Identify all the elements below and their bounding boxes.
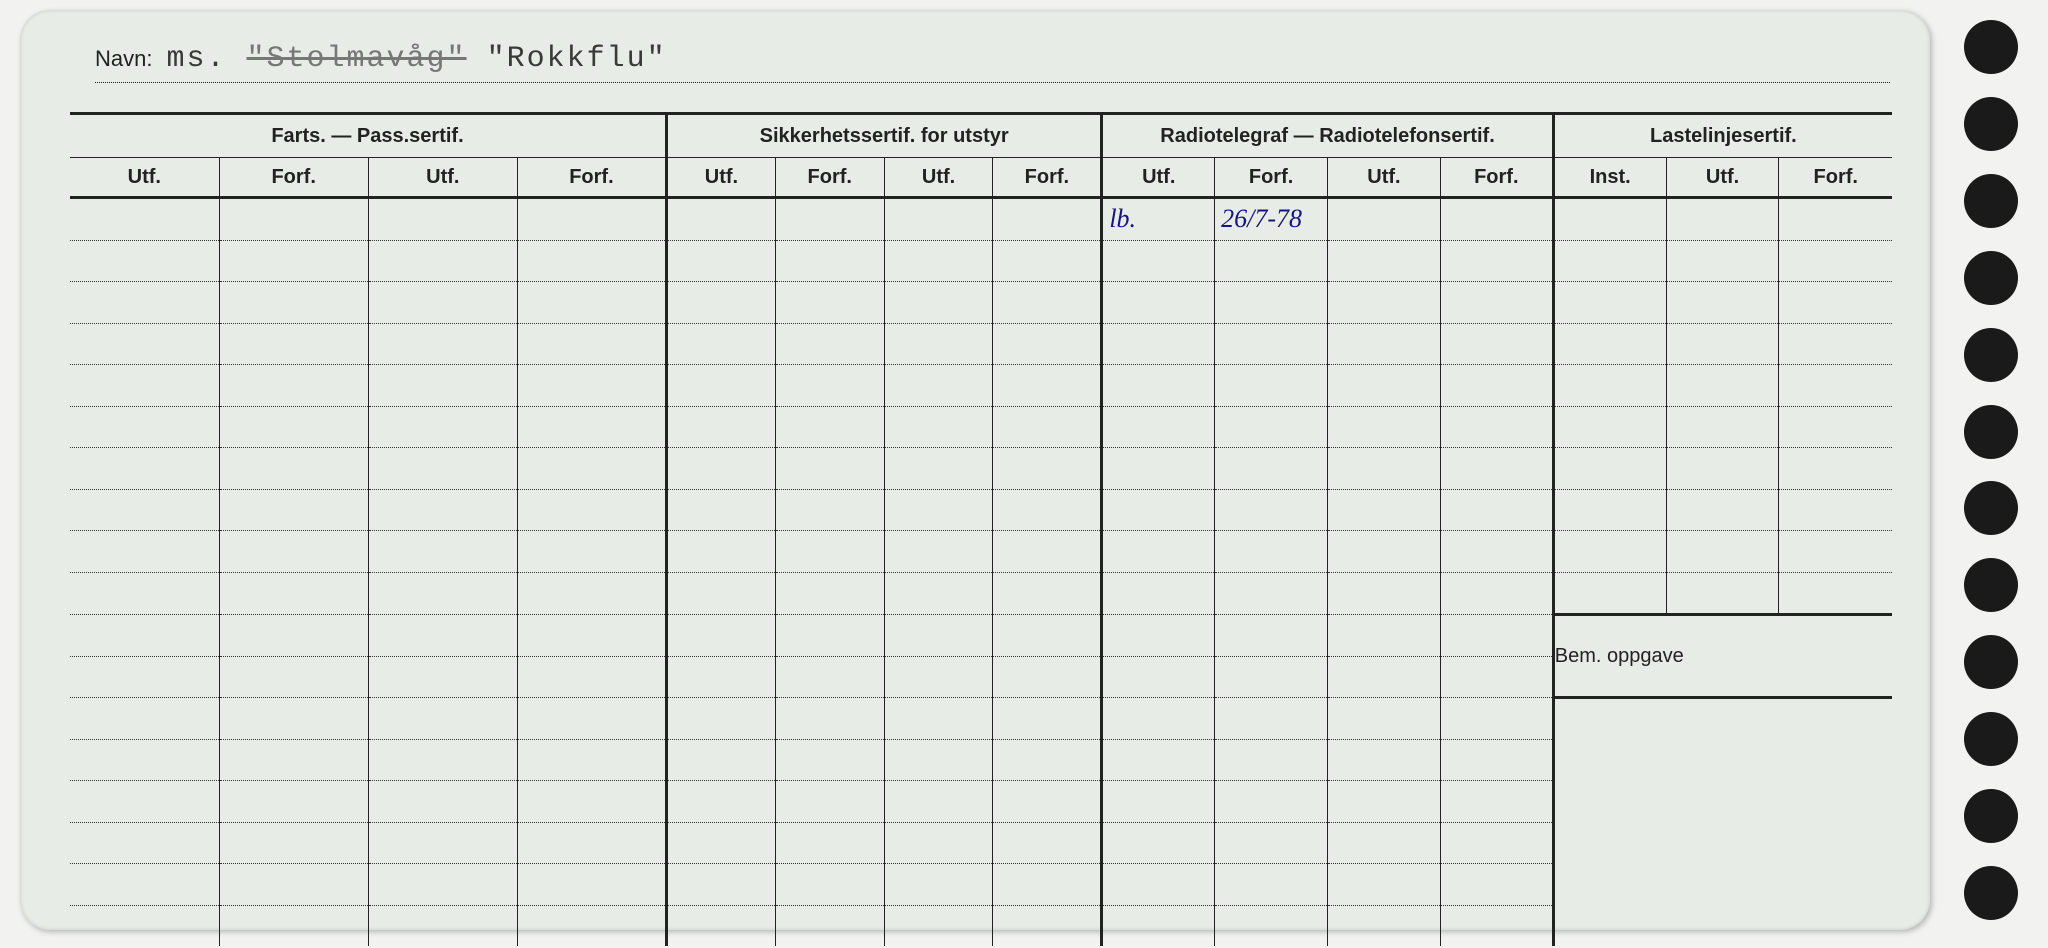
binder-hole	[1964, 481, 2018, 535]
binder-hole	[1964, 635, 2018, 689]
bem-oppgave-header: Bem. oppgave	[1553, 615, 1892, 698]
table-body: lb. 26/7-78	[70, 198, 1892, 947]
table-row	[70, 489, 1892, 531]
col-header: Utf.	[1102, 158, 1215, 198]
col-header: Forf.	[1779, 158, 1892, 198]
col-header: Utf.	[884, 158, 993, 198]
table-row	[70, 531, 1892, 573]
navn-label: Navn:	[95, 46, 152, 72]
binder-hole	[1964, 405, 2018, 459]
table-row: lb. 26/7-78	[70, 198, 1892, 241]
certificate-table-wrap: Farts. — Pass.sertif. Sikkerhetssertif. …	[70, 112, 1892, 908]
binder-hole	[1964, 712, 2018, 766]
col-header: Forf.	[1215, 158, 1328, 198]
table-row	[70, 282, 1892, 324]
section-header-radio: Radiotelegraf — Radiotelefonsertif.	[1102, 114, 1553, 158]
entry-radio-forf: 26/7-78	[1215, 204, 1302, 233]
certificate-table: Farts. — Pass.sertif. Sikkerhetssertif. …	[70, 112, 1892, 946]
entry-radio-utf: lb.	[1103, 204, 1136, 233]
col-header: Forf.	[775, 158, 884, 198]
navn-prefix: ms.	[166, 42, 226, 76]
col-header: Utf.	[1666, 158, 1779, 198]
col-header: Utf.	[667, 158, 776, 198]
binder-hole	[1964, 251, 2018, 305]
table-row	[70, 365, 1892, 407]
index-card: Navn: ms. "Stolmavåg" "Rokkflu" Farts. —…	[20, 10, 1930, 930]
table-row	[70, 698, 1892, 740]
table-row	[70, 323, 1892, 365]
bem-oppgave-area	[1553, 698, 1892, 947]
table-row	[70, 406, 1892, 448]
binder-holes	[1956, 20, 2026, 920]
col-header: Forf.	[517, 158, 666, 198]
col-header: Utf.	[1328, 158, 1441, 198]
table-row	[70, 572, 1892, 615]
navn-value: ms. "Stolmavåg" "Rokkflu"	[166, 42, 666, 76]
col-header: Utf.	[70, 158, 219, 198]
navn-struck: "Stolmavåg"	[247, 42, 467, 76]
binder-hole	[1964, 20, 2018, 74]
binder-hole	[1964, 174, 2018, 228]
col-header: Forf.	[993, 158, 1102, 198]
binder-hole	[1964, 97, 2018, 151]
section-header-sikkerhet: Sikkerhetssertif. for utstyr	[667, 114, 1102, 158]
section-header-lastelinje: Lastelinjesertif.	[1553, 114, 1892, 158]
table-row: Bem. oppgave	[70, 615, 1892, 657]
col-header: Forf.	[1440, 158, 1553, 198]
navn-current: "Rokkflu"	[487, 42, 667, 76]
binder-hole	[1964, 866, 2018, 920]
binder-hole	[1964, 558, 2018, 612]
navn-row: Navn: ms. "Stolmavåg" "Rokkflu"	[95, 42, 1890, 83]
table-row	[70, 240, 1892, 282]
col-header: Inst.	[1553, 158, 1666, 198]
col-header: Forf.	[219, 158, 368, 198]
col-header: Utf.	[368, 158, 517, 198]
binder-hole	[1964, 328, 2018, 382]
table-row	[70, 448, 1892, 490]
section-header-farts: Farts. — Pass.sertif.	[70, 114, 667, 158]
binder-hole	[1964, 789, 2018, 843]
